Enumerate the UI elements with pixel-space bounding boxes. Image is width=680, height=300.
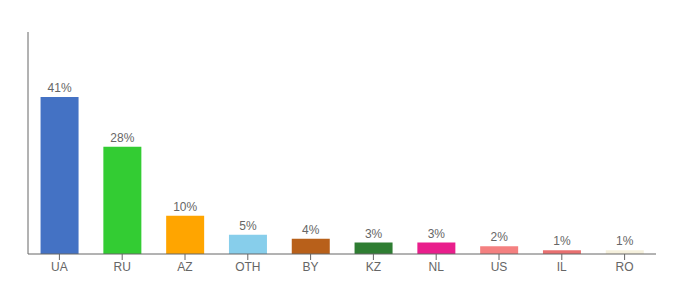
svg-text:28%: 28% bbox=[110, 131, 134, 145]
svg-text:BY: BY bbox=[303, 260, 319, 274]
svg-text:1%: 1% bbox=[616, 234, 634, 248]
svg-text:KZ: KZ bbox=[366, 260, 381, 274]
svg-text:US: US bbox=[491, 260, 508, 274]
svg-text:41%: 41% bbox=[48, 81, 72, 95]
svg-text:3%: 3% bbox=[428, 227, 446, 241]
svg-text:10%: 10% bbox=[173, 200, 197, 214]
svg-text:RU: RU bbox=[114, 260, 131, 274]
svg-text:3%: 3% bbox=[365, 227, 383, 241]
svg-text:RO: RO bbox=[616, 260, 634, 274]
svg-text:1%: 1% bbox=[553, 234, 571, 248]
svg-text:OTH: OTH bbox=[235, 260, 260, 274]
svg-text:IL: IL bbox=[557, 260, 567, 274]
svg-text:2%: 2% bbox=[490, 230, 508, 244]
svg-text:AZ: AZ bbox=[177, 260, 192, 274]
svg-text:UA: UA bbox=[51, 260, 68, 274]
svg-text:NL: NL bbox=[429, 260, 445, 274]
svg-text:4%: 4% bbox=[302, 223, 320, 237]
svg-text:5%: 5% bbox=[239, 219, 257, 233]
